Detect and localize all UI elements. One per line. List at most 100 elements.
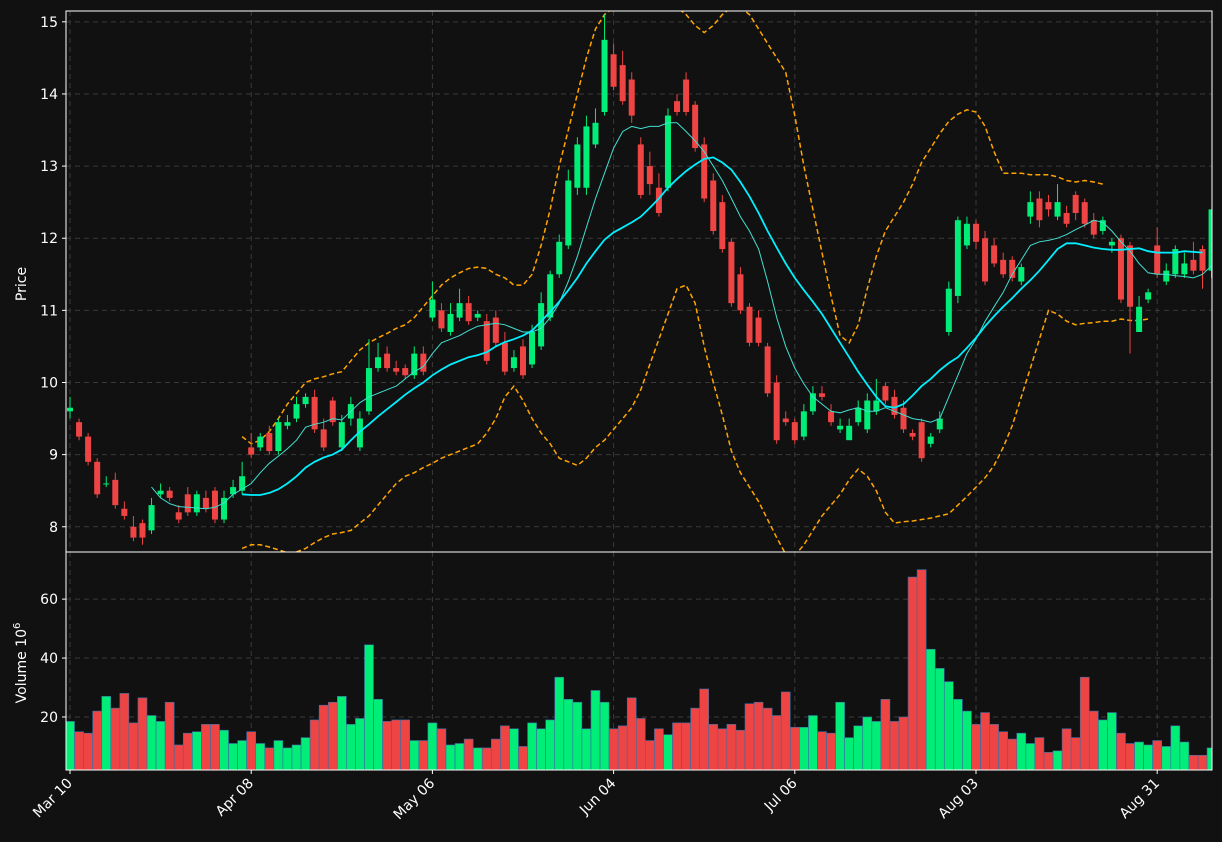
volume-bar bbox=[563, 698, 574, 770]
volume-bar bbox=[228, 743, 238, 770]
volume-bar bbox=[708, 724, 719, 770]
candle bbox=[1117, 234, 1124, 304]
candle-body bbox=[329, 400, 336, 423]
candle-body bbox=[1018, 267, 1025, 282]
candle bbox=[1072, 191, 1079, 221]
volume-bar bbox=[799, 726, 809, 770]
volume-bar bbox=[427, 722, 438, 770]
volume-bar bbox=[808, 715, 818, 770]
candle-body bbox=[601, 39, 608, 112]
candle-body bbox=[873, 400, 880, 412]
volume-bar bbox=[898, 716, 909, 770]
candle-body bbox=[637, 144, 644, 195]
candle-body bbox=[1009, 259, 1016, 278]
volume-bar bbox=[481, 747, 492, 770]
candle bbox=[329, 396, 336, 426]
volume-bar bbox=[645, 740, 655, 770]
moving-averages bbox=[151, 122, 1212, 510]
candle-body bbox=[1027, 202, 1034, 217]
volume-bar bbox=[1143, 744, 1153, 770]
volume-bar bbox=[373, 698, 383, 770]
candle bbox=[619, 50, 626, 105]
volume-bar bbox=[853, 725, 864, 770]
price-tick-label: 14 bbox=[40, 87, 58, 103]
volume-bar bbox=[1161, 746, 1172, 770]
volume-bar bbox=[554, 676, 565, 770]
candle-body bbox=[574, 144, 581, 188]
price-axis-label: Price bbox=[14, 267, 30, 301]
volume-bar bbox=[391, 719, 401, 770]
volume-bar bbox=[500, 725, 510, 770]
candle-body bbox=[311, 396, 318, 430]
candle bbox=[1018, 263, 1025, 286]
candle bbox=[302, 393, 309, 408]
candle bbox=[809, 386, 816, 415]
candle bbox=[248, 432, 255, 459]
candle-body bbox=[991, 245, 998, 264]
candle-body bbox=[683, 79, 690, 112]
candle bbox=[1172, 245, 1179, 278]
candle-body bbox=[121, 508, 128, 516]
candle-body bbox=[465, 303, 472, 322]
candle bbox=[592, 108, 599, 149]
candle-body bbox=[275, 422, 282, 452]
volume-bar bbox=[128, 722, 139, 770]
candle-body bbox=[954, 220, 961, 296]
candle bbox=[193, 490, 200, 516]
volume-bar bbox=[255, 743, 266, 770]
candle bbox=[692, 101, 699, 152]
volume-bar bbox=[1179, 741, 1190, 770]
candle-body bbox=[284, 422, 291, 426]
candle-body bbox=[211, 490, 218, 520]
volume-bar bbox=[771, 715, 782, 770]
bollinger-bands bbox=[241, 11, 1149, 552]
candle bbox=[837, 418, 844, 433]
candle bbox=[492, 310, 499, 347]
candle-body bbox=[918, 422, 925, 459]
candle-body bbox=[818, 393, 825, 397]
candle-body bbox=[501, 342, 508, 372]
volume-bar bbox=[400, 719, 411, 770]
volume-bar bbox=[980, 712, 990, 770]
candle bbox=[637, 137, 644, 199]
candle-body bbox=[864, 400, 871, 430]
candle-body bbox=[963, 223, 970, 246]
candle-body bbox=[293, 404, 300, 419]
volume-bar bbox=[581, 728, 592, 770]
candle-body bbox=[429, 299, 436, 318]
volume-bar bbox=[1098, 719, 1108, 770]
candle-body bbox=[112, 479, 119, 506]
volume-bar bbox=[962, 710, 972, 770]
candle bbox=[311, 389, 318, 433]
volume-bar bbox=[925, 648, 936, 770]
candle-body bbox=[701, 144, 708, 199]
candle bbox=[728, 238, 735, 307]
candle bbox=[175, 505, 182, 524]
volume-bar bbox=[336, 696, 347, 770]
volume-axis-label: Volume 106 bbox=[12, 623, 30, 704]
candle bbox=[384, 346, 391, 372]
candle bbox=[67, 396, 73, 419]
volume-bar bbox=[617, 725, 628, 770]
volume-tick-label: 60 bbox=[40, 592, 58, 608]
candle bbox=[855, 400, 862, 426]
candle bbox=[184, 487, 191, 516]
candle-body bbox=[529, 331, 536, 365]
candle-body bbox=[257, 436, 264, 448]
volume-bar bbox=[1025, 743, 1036, 770]
candle-body bbox=[456, 303, 463, 318]
volume-bar bbox=[1116, 732, 1126, 770]
candle bbox=[266, 425, 273, 455]
candle-body bbox=[764, 346, 771, 394]
volume-bar bbox=[509, 728, 519, 770]
candle bbox=[846, 418, 853, 441]
volume-bar bbox=[590, 690, 601, 770]
volume-bar bbox=[264, 747, 275, 770]
candle-body bbox=[1108, 241, 1115, 246]
candle bbox=[918, 418, 925, 462]
volume-bar bbox=[436, 728, 447, 770]
candle-body bbox=[1208, 209, 1212, 271]
volume-bar bbox=[83, 732, 93, 770]
volume-bar bbox=[907, 576, 918, 770]
volume-bar bbox=[635, 718, 646, 770]
